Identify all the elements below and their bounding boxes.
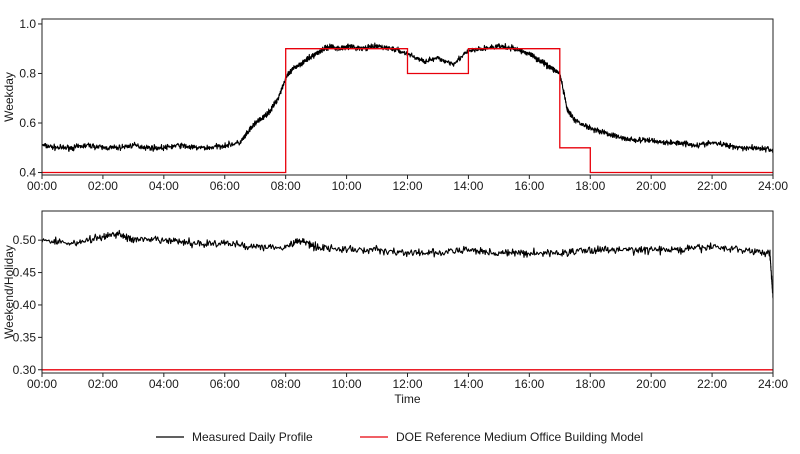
x-tick-label: 12:00 [392, 377, 422, 391]
x-tick-label: 24:00 [758, 179, 788, 193]
x-tick-label: 02:00 [88, 179, 118, 193]
legend: Measured Daily Profile DOE Reference Med… [156, 430, 643, 444]
x-tick-label: 18:00 [575, 179, 605, 193]
y-tick-label: 0.35 [13, 330, 37, 344]
series-line-measured-daily-profile [41, 229, 774, 299]
weekend-holiday-panel: 00:00 02:00 04:00 06:00 08:00 10:00 12:00 14:00… [2, 210, 788, 406]
x-tick-label: 10:00 [332, 377, 362, 391]
x-tick-label: 00:00 [27, 179, 57, 193]
plot-frame [41, 210, 774, 374]
y-tick-label: 0.8 [19, 66, 36, 80]
x-tick-label: 14:00 [453, 377, 483, 391]
y-axis-label: Weekend/Holiday [2, 245, 16, 339]
weekday-panel: 00:00 02:00 04:00 06:00 08:00 10:00 12:00 14:00… [2, 17, 788, 193]
x-tick-label: 04:00 [149, 377, 179, 391]
legend-label-doe: DOE Reference Medium Office Building Mod… [396, 430, 643, 444]
x-tick-label: 08:00 [271, 377, 301, 391]
series-line-doe-reference-model [42, 48, 773, 174]
x-tick-label: 22:00 [697, 377, 727, 391]
plot-frame [41, 18, 774, 176]
x-tick-label: 06:00 [210, 179, 240, 193]
legend-label-measured: Measured Daily Profile [192, 430, 313, 444]
x-tick-label: 12:00 [392, 179, 422, 193]
x-tick-label: 02:00 [88, 377, 118, 391]
y-tick-label: 0.6 [19, 116, 36, 130]
x-axis-label: Time [394, 392, 421, 406]
series-line-measured-daily-profile [41, 42, 774, 153]
x-tick-label: 00:00 [27, 377, 57, 391]
y-tick-label: 1.0 [19, 17, 36, 31]
y-tick-label: 0.40 [13, 298, 37, 312]
x-tick-label: 22:00 [697, 179, 727, 193]
y-tick-label: 0.30 [13, 363, 37, 377]
y-tick-label: 0.4 [19, 166, 36, 180]
y-tick-label: 0.45 [13, 266, 37, 280]
x-tick-label: 16:00 [514, 179, 544, 193]
x-tick-label: 20:00 [636, 377, 666, 391]
x-tick-label: 14:00 [453, 179, 483, 193]
x-tick-label: 06:00 [210, 377, 240, 391]
x-tick-label: 04:00 [149, 179, 179, 193]
x-tick-label: 10:00 [332, 179, 362, 193]
x-tick-label: 08:00 [271, 179, 301, 193]
x-tick-label: 18:00 [575, 377, 605, 391]
x-tick-label: 16:00 [514, 377, 544, 391]
x-tick-label: 20:00 [636, 179, 666, 193]
y-axis-label: Weekday [2, 72, 16, 122]
x-tick-label: 24:00 [758, 377, 788, 391]
y-tick-label: 0.50 [13, 233, 37, 247]
